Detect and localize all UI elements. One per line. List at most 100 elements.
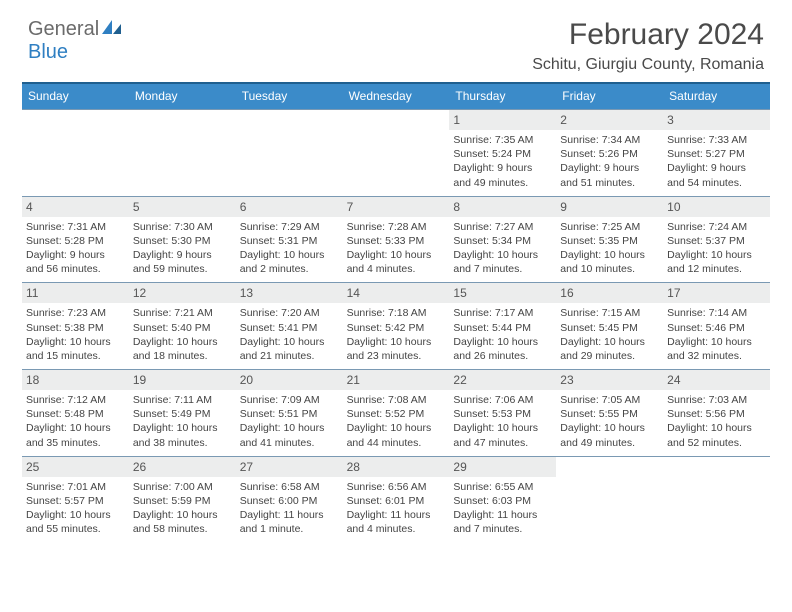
day-info-sunset: Sunset: 5:33 PM bbox=[347, 234, 446, 248]
day-info-sunset: Sunset: 5:26 PM bbox=[560, 147, 659, 161]
day-number: 22 bbox=[449, 370, 556, 390]
day-info-day2: and 7 minutes. bbox=[453, 522, 552, 536]
day-info-day2: and 54 minutes. bbox=[667, 176, 766, 190]
day-info-day2: and 41 minutes. bbox=[240, 436, 339, 450]
day-number: 5 bbox=[129, 197, 236, 217]
day-info-sunset: Sunset: 5:56 PM bbox=[667, 407, 766, 421]
day-number: 23 bbox=[556, 370, 663, 390]
day-cell: 10Sunrise: 7:24 AMSunset: 5:37 PMDayligh… bbox=[663, 197, 770, 283]
day-info-day1: Daylight: 9 hours bbox=[560, 161, 659, 175]
day-info-day1: Daylight: 11 hours bbox=[240, 508, 339, 522]
day-number: 25 bbox=[22, 457, 129, 477]
day-number: 8 bbox=[449, 197, 556, 217]
week-row: 25Sunrise: 7:01 AMSunset: 5:57 PMDayligh… bbox=[22, 456, 770, 543]
day-info-day2: and 38 minutes. bbox=[133, 436, 232, 450]
day-cell: 5Sunrise: 7:30 AMSunset: 5:30 PMDaylight… bbox=[129, 197, 236, 283]
day-number bbox=[22, 110, 129, 130]
week-row: 4Sunrise: 7:31 AMSunset: 5:28 PMDaylight… bbox=[22, 196, 770, 283]
day-number: 24 bbox=[663, 370, 770, 390]
day-cell bbox=[556, 457, 663, 543]
day-info-sunset: Sunset: 5:42 PM bbox=[347, 321, 446, 335]
dow-cell: Tuesday bbox=[236, 84, 343, 109]
day-info-sunrise: Sunrise: 6:56 AM bbox=[347, 480, 446, 494]
day-info-sunrise: Sunrise: 7:06 AM bbox=[453, 393, 552, 407]
day-info-day2: and 10 minutes. bbox=[560, 262, 659, 276]
logo-sail-icon bbox=[101, 19, 123, 40]
day-info-sunset: Sunset: 5:59 PM bbox=[133, 494, 232, 508]
day-info-day2: and 32 minutes. bbox=[667, 349, 766, 363]
day-cell: 16 Sunrise: 7:15 AMSunset: 5:45 PMDayligh… bbox=[556, 283, 663, 369]
day-number: 26 bbox=[129, 457, 236, 477]
location-subtitle: Schitu, Giurgiu County, Romania bbox=[532, 56, 764, 74]
day-cell bbox=[236, 110, 343, 196]
day-cell: 1Sunrise: 7:35 AMSunset: 5:24 PMDaylight… bbox=[449, 110, 556, 196]
day-cell: 4Sunrise: 7:31 AMSunset: 5:28 PMDaylight… bbox=[22, 197, 129, 283]
day-info-sunrise: Sunrise: 7:14 AM bbox=[667, 306, 766, 320]
weeks-container: 1Sunrise: 7:35 AMSunset: 5:24 PMDaylight… bbox=[22, 109, 770, 542]
day-info-day2: and 49 minutes. bbox=[560, 436, 659, 450]
week-row: 11 Sunrise: 7:23 AMSunset: 5:38 PM Dayligh… bbox=[22, 282, 770, 369]
day-info-sunrise: Sunrise: 7:00 AM bbox=[133, 480, 232, 494]
day-info-day2: and 4 minutes. bbox=[347, 262, 446, 276]
day-info-day1: Daylight: 10 hours bbox=[347, 421, 446, 435]
day-info-sunset: Sunset: 5:27 PM bbox=[667, 147, 766, 161]
day-info-sunrise: Sunrise: 7:23 AM bbox=[26, 306, 125, 320]
day-info-day2: and 4 minutes. bbox=[347, 522, 446, 536]
day-number: 13 bbox=[236, 283, 343, 303]
day-cell: 2Sunrise: 7:34 AMSunset: 5:26 PMDaylight… bbox=[556, 110, 663, 196]
day-info-sunrise: Sunrise: 7:09 AM bbox=[240, 393, 339, 407]
day-info-day2: and 47 minutes. bbox=[453, 436, 552, 450]
day-cell: 6Sunrise: 7:29 AMSunset: 5:31 PMDaylight… bbox=[236, 197, 343, 283]
day-number: 11 bbox=[22, 283, 129, 303]
day-info-sunset: Sunset: 5:38 PM bbox=[26, 321, 125, 335]
day-cell: 17Sunrise: 7:14 AMSunset: 5:46 PMDayligh… bbox=[663, 283, 770, 369]
day-info-sunrise: Sunrise: 7:31 AM bbox=[26, 220, 125, 234]
dow-cell: Monday bbox=[129, 84, 236, 109]
day-cell: 21Sunrise: 7:08 AMSunset: 5:52 PMDayligh… bbox=[343, 370, 450, 456]
day-info-sunrise: Sunrise: 7:12 AM bbox=[26, 393, 125, 407]
day-info-day2: and 12 minutes. bbox=[667, 262, 766, 276]
day-number bbox=[556, 457, 663, 477]
day-number: 16 bbox=[556, 283, 663, 303]
day-info-day1: Daylight: 10 hours bbox=[453, 248, 552, 262]
day-info-sunrise: Sunrise: 7:27 AM bbox=[453, 220, 552, 234]
dow-cell: Sunday bbox=[22, 84, 129, 109]
day-info-sunrise: Sunrise: 7:08 AM bbox=[347, 393, 446, 407]
day-info-sunrise: Sunrise: 7:33 AM bbox=[667, 133, 766, 147]
day-cell: 22Sunrise: 7:06 AMSunset: 5:53 PMDayligh… bbox=[449, 370, 556, 456]
day-info-day2: and 35 minutes. bbox=[26, 436, 125, 450]
day-info-day1: Daylight: 10 hours bbox=[133, 508, 232, 522]
day-info-day1: Daylight: 10 hours bbox=[453, 421, 552, 435]
day-info-day2: and 49 minutes. bbox=[453, 176, 552, 190]
day-cell: 23Sunrise: 7:05 AMSunset: 5:55 PMDayligh… bbox=[556, 370, 663, 456]
day-info-sunset: Sunset: 5:40 PM bbox=[133, 321, 232, 335]
day-info-day2: and 7 minutes. bbox=[453, 262, 552, 276]
day-number: 4 bbox=[22, 197, 129, 217]
day-cell: 29Sunrise: 6:55 AMSunset: 6:03 PMDayligh… bbox=[449, 457, 556, 543]
day-info-day1: Daylight: 10 hours bbox=[240, 421, 339, 435]
day-info-day1: Daylight: 10 hours bbox=[26, 508, 125, 522]
day-cell: 25Sunrise: 7:01 AMSunset: 5:57 PMDayligh… bbox=[22, 457, 129, 543]
day-info-day2: and 26 minutes. bbox=[453, 349, 552, 363]
day-info-day1: Daylight: 11 hours bbox=[453, 508, 552, 522]
dow-cell: Saturday bbox=[663, 84, 770, 109]
day-info-sunrise: Sunrise: 7:21 AM bbox=[133, 306, 232, 320]
day-info-sunrise: Sunrise: 6:55 AM bbox=[453, 480, 552, 494]
day-cell: 3Sunrise: 7:33 AMSunset: 5:27 PMDaylight… bbox=[663, 110, 770, 196]
day-number: 10 bbox=[663, 197, 770, 217]
day-info-day1: Daylight: 10 hours bbox=[560, 335, 659, 349]
dow-cell: Thursday bbox=[449, 84, 556, 109]
day-info-day2: and 44 minutes. bbox=[347, 436, 446, 450]
day-info-sunrise: Sunrise: 7:15 AM bbox=[560, 306, 659, 320]
day-info-day1: Daylight: 10 hours bbox=[667, 421, 766, 435]
day-number: 2 bbox=[556, 110, 663, 130]
day-cell: 18Sunrise: 7:12 AMSunset: 5:48 PMDayligh… bbox=[22, 370, 129, 456]
day-info-day1: Daylight: 9 hours bbox=[453, 161, 552, 175]
day-info-sunrise: Sunrise: 7:25 AM bbox=[560, 220, 659, 234]
day-info-sunset: Sunset: 5:45 PM bbox=[560, 321, 659, 335]
day-info-day2: and 51 minutes. bbox=[560, 176, 659, 190]
day-cell: 19Sunrise: 7:11 AMSunset: 5:49 PMDayligh… bbox=[129, 370, 236, 456]
day-number: 21 bbox=[343, 370, 450, 390]
day-info-sunrise: Sunrise: 7:05 AM bbox=[560, 393, 659, 407]
logo-word-blue: Blue bbox=[28, 41, 68, 63]
